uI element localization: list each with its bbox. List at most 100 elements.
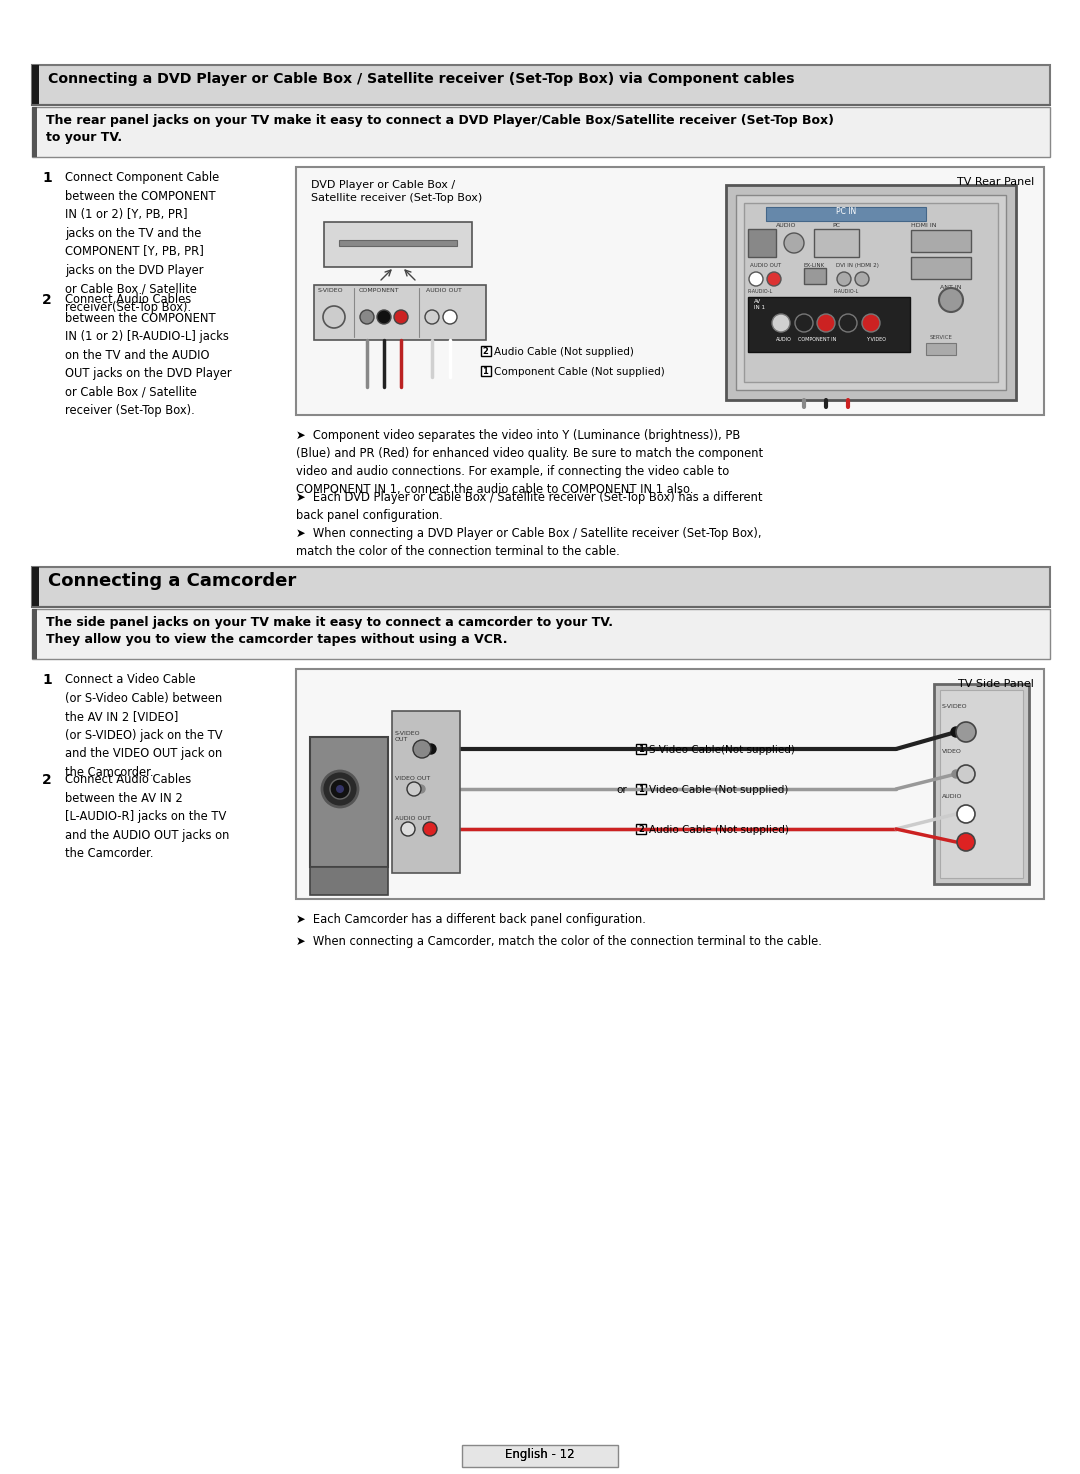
Text: Connecting a DVD Player or Cable Box / Satellite receiver (Set-Top Box) via Comp: Connecting a DVD Player or Cable Box / S… (48, 72, 795, 85)
Text: IN 1: IN 1 (754, 305, 765, 310)
Text: 2: 2 (42, 293, 52, 307)
Text: 2: 2 (638, 825, 644, 834)
Circle shape (767, 273, 781, 286)
Text: OUT: OUT (395, 737, 408, 741)
Bar (462, 1445, 618, 1467)
Circle shape (750, 273, 762, 286)
Circle shape (426, 310, 438, 324)
Bar (748, 228, 777, 256)
Circle shape (957, 833, 975, 850)
Text: ➤  When connecting a DVD Player or Cable Box / Satellite receiver (Set-Top Box),: ➤ When connecting a DVD Player or Cable … (296, 528, 761, 559)
Text: EX-LINK: EX-LINK (804, 262, 825, 268)
Text: TV Rear Panel: TV Rear Panel (957, 177, 1034, 187)
Bar (934, 684, 1029, 884)
Text: DVD Player or Cable Box /
Satellite receiver (Set-Top Box): DVD Player or Cable Box / Satellite rece… (311, 180, 483, 203)
Bar (296, 669, 1044, 899)
Text: AUDIO: AUDIO (942, 794, 962, 799)
Text: COMPONENT: COMPONENT (359, 287, 400, 293)
Circle shape (401, 822, 415, 836)
Text: 1: 1 (638, 786, 644, 794)
Bar (766, 206, 926, 221)
Text: Connect a Video Cable
(or S-Video Cable) between
the AV IN 2 [VIDEO]
(or S-VIDEO: Connect a Video Cable (or S-Video Cable)… (65, 674, 222, 778)
Bar (735, 195, 1005, 391)
Circle shape (377, 310, 391, 324)
Text: or: or (616, 786, 626, 794)
Bar (481, 366, 491, 376)
Text: R-AUDIO-L: R-AUDIO-L (748, 289, 773, 293)
Bar (912, 230, 971, 252)
Text: ➤  Each Camcorder has a different back panel configuration.: ➤ Each Camcorder has a different back pa… (296, 912, 646, 926)
Bar (804, 268, 826, 284)
Bar (32, 609, 37, 659)
Text: PC: PC (832, 223, 840, 228)
Circle shape (951, 727, 961, 737)
Circle shape (360, 310, 374, 324)
Text: Camcorder: Camcorder (322, 877, 387, 890)
Text: Connect Component Cable
between the COMPONENT
IN (1 or 2) [Y, PB, PR]
jacks on t: Connect Component Cable between the COMP… (65, 171, 219, 314)
Circle shape (323, 307, 345, 329)
Text: Connect Audio Cables
between the AV IN 2
[L-AUDIO-R] jacks on the TV
and the AUD: Connect Audio Cables between the AV IN 2… (65, 772, 229, 859)
Circle shape (855, 273, 869, 286)
Text: AV: AV (754, 299, 761, 304)
Bar (32, 609, 1050, 659)
Text: 2: 2 (482, 346, 488, 357)
Bar (32, 567, 39, 607)
Bar (726, 186, 1016, 399)
Circle shape (407, 783, 421, 796)
Bar (296, 167, 1044, 416)
Text: The side panel jacks on your TV make it easy to connect a camcorder to your TV.
: The side panel jacks on your TV make it … (46, 616, 613, 646)
Circle shape (322, 771, 357, 806)
Text: The rear panel jacks on your TV make it easy to connect a DVD Player/Cable Box/S: The rear panel jacks on your TV make it … (46, 113, 834, 144)
Circle shape (951, 769, 960, 778)
Circle shape (816, 314, 835, 332)
Text: 1: 1 (42, 171, 52, 186)
Circle shape (956, 722, 976, 741)
Text: English - 12: English - 12 (505, 1447, 575, 1461)
Bar (636, 824, 646, 834)
Bar (32, 567, 1050, 607)
Text: 1: 1 (638, 744, 644, 755)
Bar (392, 710, 460, 873)
Text: VIDEO OUT: VIDEO OUT (395, 775, 430, 781)
Bar (636, 744, 646, 755)
Bar (814, 228, 859, 256)
Bar (912, 256, 971, 279)
Text: English - 12: English - 12 (505, 1447, 575, 1461)
Text: VIDEO: VIDEO (942, 749, 962, 755)
Bar (32, 108, 37, 158)
Bar (748, 296, 910, 352)
Circle shape (837, 273, 851, 286)
Text: Connect Audio Cables
between the COMPONENT
IN (1 or 2) [R-AUDIO-L] jacks
on the : Connect Audio Cables between the COMPONE… (65, 293, 231, 417)
Circle shape (443, 310, 457, 324)
Bar (32, 108, 1050, 158)
Text: COMPONENT IN: COMPONENT IN (798, 338, 836, 342)
Bar (310, 867, 388, 895)
Text: Connecting a Camcorder: Connecting a Camcorder (48, 572, 296, 590)
Circle shape (413, 740, 431, 758)
Text: AUDIO OUT: AUDIO OUT (426, 287, 462, 293)
Circle shape (330, 778, 350, 799)
Circle shape (417, 786, 426, 793)
Text: HDMI IN: HDMI IN (912, 223, 936, 228)
Text: ➤  Component video separates the video into Y (Luminance (brightness)), PB
(Blue: ➤ Component video separates the video in… (296, 429, 764, 495)
Text: S-VIDEO: S-VIDEO (942, 705, 968, 709)
Circle shape (336, 786, 345, 793)
Bar (744, 203, 998, 382)
Circle shape (772, 314, 789, 332)
Bar (32, 65, 39, 105)
Text: 2: 2 (42, 772, 52, 787)
Circle shape (784, 233, 804, 254)
Bar (940, 690, 1023, 879)
Circle shape (939, 287, 963, 312)
Text: ➤  Each DVD Player or Cable Box / Satellite receiver (Set-Top Box) has a differe: ➤ Each DVD Player or Cable Box / Satelli… (296, 491, 762, 522)
Text: 1: 1 (42, 674, 52, 687)
Circle shape (862, 314, 880, 332)
Bar (339, 240, 457, 246)
Circle shape (394, 310, 408, 324)
Text: Y VIDEO: Y VIDEO (866, 338, 886, 342)
Circle shape (423, 822, 437, 836)
Text: Video Cable (Not supplied): Video Cable (Not supplied) (649, 786, 788, 794)
Text: ANT IN: ANT IN (941, 284, 962, 290)
Bar (314, 284, 486, 340)
Text: Audio Cable (Not supplied): Audio Cable (Not supplied) (649, 825, 788, 834)
